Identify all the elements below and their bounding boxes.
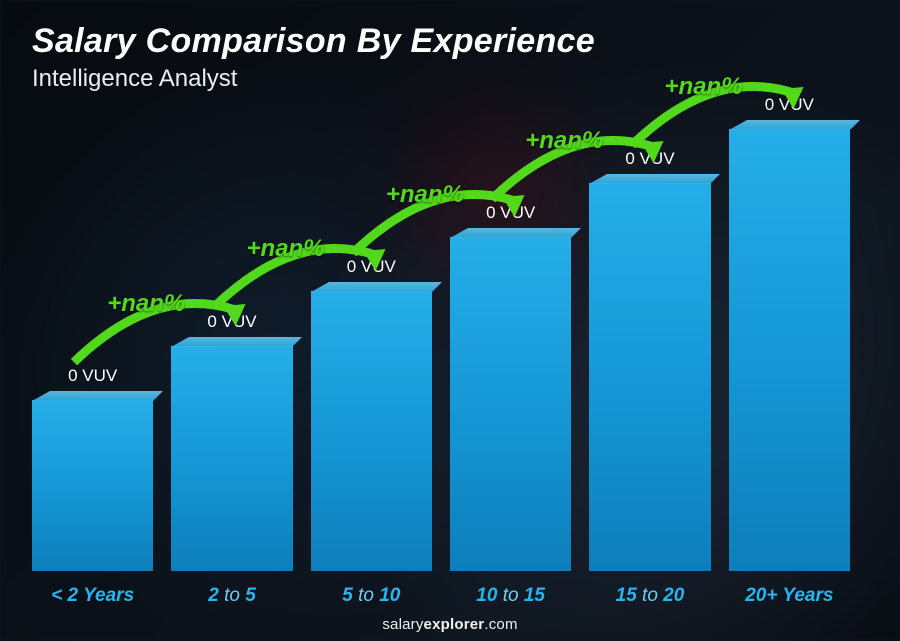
x-axis-label: 20+ Years: [729, 585, 850, 607]
growth-percent-label: +nan%: [386, 181, 464, 209]
bar: [589, 183, 710, 571]
footer-attribution: salaryexplorer.com: [0, 616, 900, 633]
chart-title: Salary Comparison By Experience: [32, 22, 595, 61]
footer-bold: explorer: [424, 616, 485, 633]
x-axis-label: < 2 Years: [32, 585, 153, 607]
chart-subtitle: Intelligence Analyst: [32, 65, 595, 93]
growth-percent-label: +nan%: [665, 73, 743, 101]
title-block: Salary Comparison By Experience Intellig…: [32, 22, 595, 93]
growth-arrow: +nan%: [617, 47, 809, 185]
chart-area: 0 VUV0 VUV0 VUV0 VUV0 VUV0 VUV +nan%+nan…: [32, 120, 850, 571]
x-axis-label: 2 to 5: [171, 585, 292, 607]
chart-container: Salary Comparison By Experience Intellig…: [0, 0, 900, 641]
footer-prefix: salary: [382, 616, 423, 633]
bar: [729, 129, 850, 571]
growth-percent-label: +nan%: [525, 127, 603, 155]
arrow-icon: [617, 47, 809, 185]
footer-suffix: .com: [484, 616, 517, 633]
growth-percent-label: +nan%: [107, 290, 185, 318]
x-axis-label: 5 to 10: [311, 585, 432, 607]
growth-percent-label: +nan%: [247, 235, 325, 263]
x-axis-labels: < 2 Years 2 to 5 5 to 10 10 to 15 15 to 20 20…: [32, 585, 850, 607]
x-axis-label: 10 to 15: [450, 585, 571, 607]
x-axis-label: 15 to 20: [589, 585, 710, 607]
bar: [32, 400, 153, 571]
